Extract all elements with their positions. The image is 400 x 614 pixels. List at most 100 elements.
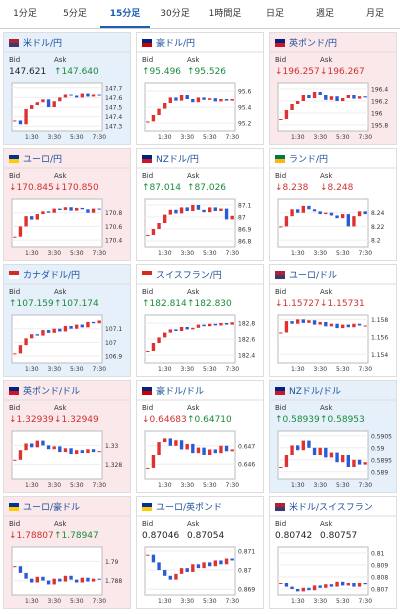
candle (230, 99, 234, 101)
x-tick-label: 7:30 (226, 250, 240, 257)
rate-panel[interactable]: NZドル/ドル Bid Ask ↑0.58939 ↑0.58953 0.5905 0.59 0… (269, 380, 397, 493)
y-tick-label: 1.79 (105, 559, 119, 566)
bid-label: Bid (9, 288, 20, 296)
bid-label: Bid (9, 172, 20, 180)
tab[interactable]: 1時間足 (208, 9, 242, 19)
candle (63, 325, 68, 332)
x-tick-label: 3:30 (181, 482, 195, 489)
bid-label: Bid (9, 404, 20, 412)
ask-price: ↑107.174 (54, 299, 99, 309)
candle (296, 319, 300, 324)
x-tick-label: 5:30 (203, 250, 217, 257)
x-tick-label: 1:30 (158, 482, 172, 489)
rate-panel[interactable]: 英ポンド/円 Bid Ask ↓196.257 ↓196.267 196.4 196.2 19… (269, 32, 397, 145)
candle (196, 205, 201, 210)
rate-panel[interactable]: スイスフラン/円 Bid Ask ↑182.814 ↑182.830 182.8 182.6… (136, 264, 264, 377)
rate-panel[interactable]: ユーロ/円 Bid Ask ↓170.845 ↓170.850 170.8 170.6 170… (3, 148, 131, 261)
candle (80, 207, 84, 210)
tab[interactable]: 15分足 (100, 0, 150, 28)
rate-panel[interactable]: ユーロ/豪ドル Bid Ask ↓1.78807 ↑1.78947 1.79 1.788 1:… (3, 496, 131, 609)
rate-panel[interactable]: ユーロ/ドル Bid Ask ↓1.15727 ↓1.15731 1.158 1.156 1.… (269, 264, 397, 377)
tab[interactable]: 30分足 (160, 9, 190, 19)
flag (275, 503, 285, 507)
candle (296, 445, 300, 451)
y-tick-label: 0.869 (238, 587, 255, 594)
candle (35, 214, 39, 220)
tab[interactable]: 週足 (315, 9, 334, 19)
candle (352, 95, 356, 99)
candle (318, 92, 322, 95)
candle (52, 208, 56, 213)
candle (335, 96, 339, 101)
candle (191, 205, 195, 211)
candle (35, 440, 39, 448)
candle (346, 324, 350, 328)
x-tick-label: 5:30 (336, 250, 350, 257)
rate-panel[interactable]: カナダドル/円 Bid Ask ↑107.159 ↑107.174 107.1 107 106… (3, 264, 131, 377)
candle (91, 449, 96, 453)
x-tick-label: 5:30 (70, 598, 84, 605)
rate-panel[interactable]: 豪ドル/円 Bid Ask ↑95.496 ↑95.526 95.6 95.4 95.2 1:3… (136, 32, 264, 145)
tab[interactable]: 日足 (265, 9, 284, 19)
candle (18, 450, 23, 460)
flag (9, 387, 19, 391)
rate-panel[interactable]: 米ドル/スイスフラン Bid Ask 0.80742 0.80757 0.81 0.809 0… (269, 496, 397, 609)
candle (202, 562, 206, 569)
candle (279, 226, 283, 228)
bid-price: ↓1.32939 (9, 415, 54, 425)
candle (185, 443, 189, 450)
candle (58, 578, 62, 582)
rate-panel[interactable]: 英ポンド/ドル Bid Ask ↓1.32939 ↓1.32949 1.33 1.328 1:… (3, 380, 131, 493)
candle (202, 324, 206, 327)
rate-panel[interactable]: ランド/円 Bid Ask ↓8.238 ↓8.248 8.24 8.22 8.2 1:30 3:… (269, 148, 397, 261)
candle (69, 325, 73, 329)
x-tick-label: 7:30 (359, 250, 373, 257)
bid-price: ↓0.64683 (142, 415, 187, 425)
x-tick-label: 3:30 (181, 250, 195, 257)
flag (275, 39, 285, 43)
bid-label: Bid (275, 520, 286, 528)
x-tick-label: 5:30 (336, 366, 350, 373)
candle (80, 324, 84, 328)
candle (191, 99, 195, 103)
bid-price: ↓196.257 (275, 67, 320, 77)
candle (341, 98, 345, 101)
bid-price: ↑87.014 (142, 183, 181, 193)
x-tick-label: 7:30 (93, 250, 107, 257)
tab[interactable]: 1分足 (13, 9, 37, 19)
ask-label: Ask (187, 404, 200, 412)
candle (363, 462, 367, 465)
rate-panel[interactable]: ユーロ/英ポンド Bid Ask 0.87046 0.87054 0.871 0.87 0.8… (136, 496, 264, 609)
candle (41, 211, 45, 215)
candle (307, 320, 311, 323)
y-tick-label: 107.1 (105, 326, 122, 333)
tab-bar: 1分足 5分足 15分足 30分足 1時間足 日足 週足 月足 (0, 0, 400, 29)
tab[interactable]: 月足 (365, 9, 384, 19)
candle (63, 94, 68, 98)
candle (213, 323, 217, 326)
bid-price: 147.621 (9, 67, 46, 77)
rate-panel[interactable]: 豪ドル/ドル Bid Ask ↓0.64683 ↑0.64710 0.647 0.646 1:… (136, 380, 264, 493)
candle (352, 323, 356, 328)
candle (346, 583, 350, 586)
candle (346, 455, 350, 467)
pair-name: 英ポンド/ドル (23, 385, 80, 397)
x-tick-label: 3:30 (181, 134, 195, 141)
bid-price: ↓8.238 (275, 183, 309, 193)
candle (357, 323, 362, 326)
candle (290, 445, 294, 455)
candle (80, 93, 84, 98)
candle (69, 448, 73, 455)
candle (312, 585, 317, 591)
candle (63, 207, 68, 210)
rate-panel[interactable]: 米ドル/円 Bid Ask 147.621 ↑147.640 147.7 147.6 147.… (3, 32, 131, 145)
rate-panel[interactable]: NZドル/円 Bid Ask ↑87.014 ↑87.026 87.1 87 86.9 86.8… (136, 148, 264, 261)
candle (13, 459, 17, 461)
x-tick-label: 7:30 (226, 134, 240, 141)
flag (142, 159, 152, 163)
tab[interactable]: 5分足 (63, 9, 87, 19)
x-tick-label: 7:30 (226, 482, 240, 489)
ask-label: Ask (54, 520, 67, 528)
candle (312, 209, 317, 212)
flag (142, 271, 152, 275)
